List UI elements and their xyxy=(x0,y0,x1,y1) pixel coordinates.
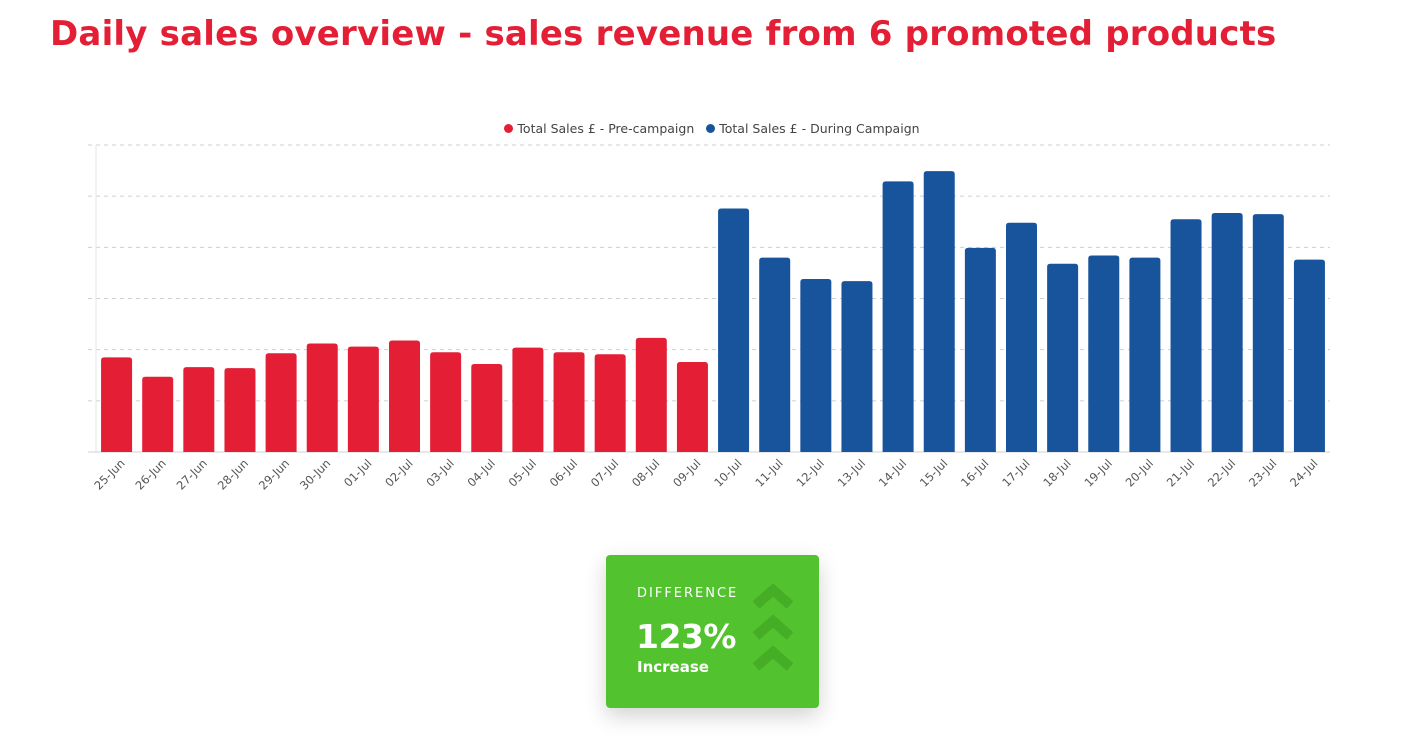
x-tick-label: 23-Jul xyxy=(1246,456,1279,489)
x-tick-label: 10-Jul xyxy=(711,456,744,489)
bar-during-campaign-15-Jul xyxy=(924,171,955,452)
bar-pre-campaign-27-Jun xyxy=(183,367,214,452)
bar-during-campaign-16-Jul xyxy=(965,248,996,452)
x-tick-label: 02-Jul xyxy=(382,456,415,489)
difference-card: DIFFERENCE 123% Increase xyxy=(606,555,819,708)
x-tick-label: 12-Jul xyxy=(793,456,826,489)
x-tick-label: 14-Jul xyxy=(876,456,909,489)
x-tick-label: 19-Jul xyxy=(1081,456,1114,489)
x-tick-label: 11-Jul xyxy=(752,456,785,489)
bar-pre-campaign-09-Jul xyxy=(677,362,708,452)
x-tick-label: 21-Jul xyxy=(1164,456,1197,489)
card-value: 123% xyxy=(636,617,736,656)
bar-pre-campaign-30-Jun xyxy=(307,344,338,452)
bar-pre-campaign-26-Jun xyxy=(142,377,173,452)
bar-during-campaign-10-Jul xyxy=(718,208,749,452)
x-tick-label: 17-Jul xyxy=(999,456,1032,489)
x-tick-label: 27-Jun xyxy=(174,456,210,492)
sales-bar-chart: 25-Jun 26-Jun 27-Jun 28-Jun 29-Jun 30-Jun 01-J… xyxy=(0,0,1424,540)
bar-during-campaign-12-Jul xyxy=(800,279,831,452)
x-tick-label: 28-Jun xyxy=(215,456,251,492)
bar-during-campaign-14-Jul xyxy=(883,181,914,452)
bar-pre-campaign-28-Jun xyxy=(224,368,255,452)
x-tick-label: 25-Jun xyxy=(91,456,127,492)
bar-during-campaign-11-Jul xyxy=(759,258,790,452)
card-sublabel: Increase xyxy=(637,658,709,676)
x-tick-label: 30-Jun xyxy=(297,456,333,492)
bar-during-campaign-18-Jul xyxy=(1047,264,1078,452)
x-tick-label: 29-Jun xyxy=(256,456,292,492)
bar-pre-campaign-29-Jun xyxy=(266,353,297,452)
x-tick-label: 08-Jul xyxy=(629,456,662,489)
x-tick-label: 18-Jul xyxy=(1040,456,1073,489)
bar-pre-campaign-05-Jul xyxy=(512,348,543,452)
card-label: DIFFERENCE xyxy=(637,586,738,601)
bar-pre-campaign-04-Jul xyxy=(471,364,502,452)
bar-during-campaign-13-Jul xyxy=(841,281,872,452)
bar-pre-campaign-06-Jul xyxy=(554,352,585,452)
x-tick-label: 22-Jul xyxy=(1205,456,1238,489)
bar-during-campaign-19-Jul xyxy=(1088,256,1119,452)
bar-pre-campaign-07-Jul xyxy=(595,354,626,452)
bar-during-campaign-21-Jul xyxy=(1171,219,1202,452)
x-tick-label: 24-Jul xyxy=(1287,456,1320,489)
bar-during-campaign-17-Jul xyxy=(1006,223,1037,452)
bar-during-campaign-22-Jul xyxy=(1212,213,1243,452)
chevron-up-icon-bottom xyxy=(756,652,790,667)
chevron-up-icon-middle xyxy=(756,621,790,636)
bar-during-campaign-23-Jul xyxy=(1253,214,1284,452)
bar-pre-campaign-01-Jul xyxy=(348,347,379,452)
x-tick-label: 15-Jul xyxy=(917,456,950,489)
x-tick-label: 13-Jul xyxy=(835,456,868,489)
x-tick-label: 16-Jul xyxy=(958,456,991,489)
x-tick-label: 20-Jul xyxy=(1123,456,1156,489)
x-tick-label: 06-Jul xyxy=(547,456,580,489)
x-tick-label: 09-Jul xyxy=(670,456,703,489)
x-tick-label: 03-Jul xyxy=(423,456,456,489)
chevron-up-icon xyxy=(748,581,798,681)
chevron-up-icon-top xyxy=(756,590,790,605)
bar-pre-campaign-25-Jun xyxy=(101,357,132,452)
bar-pre-campaign-08-Jul xyxy=(636,338,667,452)
x-tick-label: 05-Jul xyxy=(506,456,539,489)
x-tick-label: 01-Jul xyxy=(341,456,374,489)
x-tick-label: 26-Jun xyxy=(132,456,168,492)
bar-during-campaign-20-Jul xyxy=(1129,258,1160,452)
x-tick-label: 07-Jul xyxy=(588,456,621,489)
bar-pre-campaign-02-Jul xyxy=(389,340,420,452)
bar-pre-campaign-03-Jul xyxy=(430,352,461,452)
bar-during-campaign-24-Jul xyxy=(1294,260,1325,452)
x-tick-label: 04-Jul xyxy=(464,456,497,489)
